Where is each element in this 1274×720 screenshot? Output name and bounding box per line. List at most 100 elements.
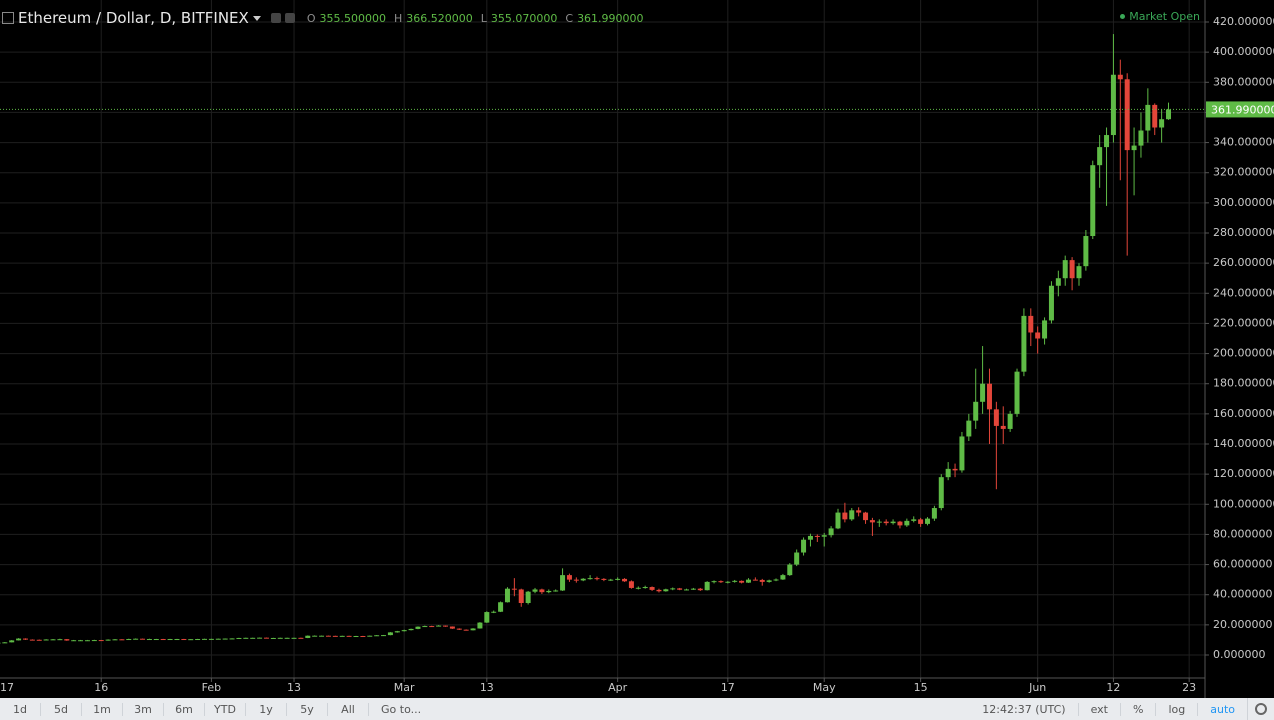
- candle-body: [325, 635, 331, 637]
- format-icon[interactable]: [270, 13, 281, 23]
- candle-body: [1166, 109, 1172, 120]
- option-button[interactable]: %: [1120, 702, 1155, 716]
- range-button[interactable]: 1d: [0, 702, 41, 716]
- y-tick-label: 160.000000: [1213, 407, 1274, 420]
- candle-body: [1159, 119, 1165, 128]
- option-button[interactable]: auto: [1197, 702, 1247, 716]
- goto-button[interactable]: Go to...: [381, 702, 422, 716]
- candle-body: [856, 510, 862, 513]
- range-button[interactable]: 5d: [41, 702, 82, 716]
- candle-body: [1035, 332, 1041, 339]
- candle-body: [1097, 147, 1103, 166]
- candle-body: [966, 420, 972, 437]
- candle-body: [835, 512, 841, 529]
- candle-body: [732, 580, 738, 582]
- x-tick-label: 13: [287, 681, 301, 694]
- range-button[interactable]: 1y: [246, 702, 287, 716]
- candle-body: [57, 639, 63, 641]
- legend-key: H: [393, 11, 403, 25]
- candle-body: [470, 628, 476, 631]
- candle-body: [1021, 315, 1027, 372]
- range-button[interactable]: 5y: [287, 702, 328, 716]
- collapse-icon[interactable]: [2, 12, 14, 24]
- candle-body: [381, 635, 387, 637]
- candle-body: [387, 632, 393, 636]
- candle-body: [484, 612, 490, 623]
- candle-body: [367, 635, 373, 637]
- candle-body: [202, 638, 208, 640]
- market-status: Market Open: [1120, 10, 1200, 23]
- range-button[interactable]: 6m: [164, 702, 205, 716]
- y-tick-label: 60.000000: [1213, 558, 1273, 571]
- options: ext% log auto: [1077, 702, 1247, 716]
- candle-body: [160, 639, 166, 641]
- symbol-title[interactable]: Ethereum / Dollar, D, BITFINEX: [18, 9, 249, 27]
- candle-body: [167, 639, 173, 641]
- range-button[interactable]: 1m: [82, 702, 123, 716]
- candle-body: [745, 579, 751, 583]
- candle-body: [876, 521, 882, 523]
- candle-body: [931, 508, 937, 519]
- candle-body: [1138, 130, 1144, 146]
- candle-body: [566, 575, 572, 580]
- candle-body: [670, 588, 676, 590]
- candle-body: [174, 639, 180, 641]
- candle-body: [766, 580, 772, 582]
- legend-key: L: [480, 11, 487, 25]
- x-tick-label: May: [813, 681, 836, 694]
- y-tick-label: 340.000000: [1213, 136, 1274, 149]
- candle-body: [222, 638, 228, 640]
- candle-body: [236, 637, 242, 639]
- candle-body: [986, 383, 992, 410]
- candle-body: [312, 635, 318, 637]
- chart: 0.000000 20.000000 40.000000 60.000000 80.00…: [0, 0, 1274, 698]
- candle-body: [29, 639, 35, 641]
- candle-body: [181, 639, 187, 641]
- y-tick-label: 420.000000: [1213, 15, 1274, 28]
- candle-body: [684, 589, 690, 591]
- option-button[interactable]: log: [1155, 702, 1197, 716]
- candle-body: [374, 635, 380, 637]
- candle-body: [449, 626, 455, 629]
- candle-body: [429, 626, 435, 628]
- candle-body: [1076, 266, 1082, 279]
- candle-body: [229, 638, 235, 640]
- candle-body: [504, 588, 510, 603]
- candle-body: [739, 580, 745, 583]
- settings-icon[interactable]: [284, 13, 295, 23]
- candle-body: [807, 535, 813, 540]
- range-button[interactable]: YTD: [205, 702, 246, 716]
- x-tick-label: Apr: [608, 681, 628, 694]
- legend-value: 361.990000: [577, 11, 644, 25]
- candle-body: [863, 512, 869, 521]
- range-button[interactable]: All: [328, 702, 369, 716]
- candle-body: [1069, 260, 1075, 279]
- candle-body: [64, 639, 70, 641]
- x-tick-label: 13: [480, 681, 494, 694]
- candle-body: [2, 642, 8, 644]
- candle-body: [36, 639, 42, 641]
- x-tick-label: Mar: [394, 681, 415, 694]
- candle-body: [580, 578, 586, 581]
- candle-body: [518, 589, 524, 604]
- candle-body: [1028, 315, 1034, 333]
- candle-body: [904, 520, 910, 526]
- y-tick-label: 260.000000: [1213, 256, 1274, 269]
- y-tick-label: 380.000000: [1213, 75, 1274, 88]
- option-button[interactable]: ext: [1077, 702, 1120, 716]
- candle-body: [649, 587, 655, 590]
- candle-body: [642, 587, 648, 589]
- last-price-label: 361.990000: [1211, 103, 1274, 116]
- settings-gear[interactable]: [1247, 698, 1274, 720]
- symbol-header: Ethereum / Dollar, D, BITFINEX O 355.5000…: [2, 8, 644, 28]
- candle-body: [1090, 165, 1096, 237]
- candle-body: [491, 611, 497, 613]
- symbol-menu-caret[interactable]: [252, 15, 261, 21]
- candle-body: [587, 578, 593, 580]
- candle-body: [119, 639, 125, 641]
- candle-body: [945, 468, 951, 478]
- candle-body: [608, 579, 614, 581]
- range-button[interactable]: 3m: [123, 702, 164, 716]
- candle-body: [677, 588, 683, 590]
